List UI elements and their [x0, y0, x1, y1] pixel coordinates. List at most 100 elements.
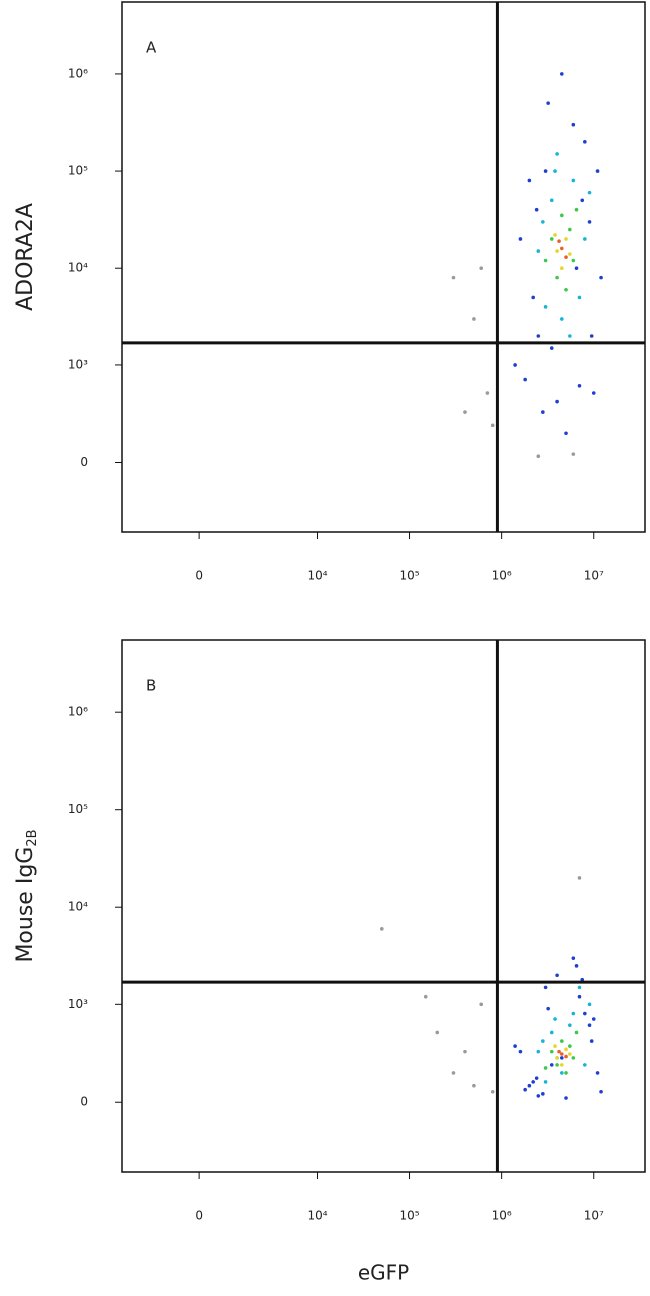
- event-point: [571, 452, 576, 456]
- event-point: [574, 266, 579, 271]
- event-point: [541, 410, 545, 414]
- event-point: [379, 927, 384, 931]
- y-tick-label: 10⁶: [68, 705, 88, 719]
- event-point: [555, 1056, 559, 1060]
- event-point: [568, 252, 572, 256]
- event-point: [555, 275, 559, 280]
- event-point: [536, 249, 541, 253]
- y-tick-label: 10⁶: [68, 66, 88, 80]
- event-point: [555, 152, 559, 156]
- event-point: [564, 431, 568, 436]
- event-point: [472, 317, 476, 321]
- event-point: [583, 1011, 587, 1016]
- y-tick-label: 10⁴: [68, 261, 88, 275]
- event-point: [560, 1039, 564, 1043]
- event-point: [580, 977, 585, 982]
- event-point: [549, 237, 554, 241]
- event-point: [555, 399, 559, 404]
- event-point: [543, 985, 548, 990]
- event-point: [571, 956, 576, 960]
- event-point: [571, 1056, 576, 1060]
- x-tick-label: 10⁶: [492, 569, 512, 583]
- event-point: [574, 207, 579, 212]
- event-point: [560, 246, 564, 251]
- event-point: [591, 391, 596, 395]
- y-axis-title-sub: 2B: [25, 829, 40, 846]
- event-point: [536, 1094, 541, 1098]
- event-point: [536, 334, 541, 338]
- event-point: [555, 1063, 559, 1067]
- event-point: [485, 391, 490, 395]
- event-point: [472, 1083, 476, 1088]
- event-point: [518, 237, 523, 241]
- event-point: [571, 1011, 576, 1016]
- event-point: [423, 994, 428, 999]
- event-point: [513, 1044, 517, 1048]
- event-point: [557, 239, 561, 243]
- y-tick-label: 0: [80, 455, 88, 469]
- event-point: [568, 1044, 572, 1048]
- y-axis-title-main: ADORA2A: [13, 203, 38, 311]
- event-point: [571, 178, 576, 183]
- event-point: [560, 1052, 564, 1056]
- event-point: [560, 1056, 564, 1060]
- event-point: [564, 287, 568, 292]
- event-point: [541, 1092, 545, 1096]
- event-point: [531, 1080, 535, 1084]
- event-point: [560, 266, 564, 271]
- event-point: [568, 334, 572, 338]
- y-tick-label: 10³: [68, 357, 88, 371]
- event-point: [587, 1002, 592, 1007]
- x-tick-label: 10⁴: [307, 569, 327, 583]
- event-point: [574, 964, 579, 968]
- event-point: [577, 876, 582, 880]
- event-point: [527, 178, 532, 183]
- x-tick-label: 10⁷: [584, 569, 604, 583]
- event-point: [536, 1049, 541, 1054]
- event-point: [463, 410, 467, 414]
- plot-frame: [121, 1, 646, 533]
- event-point: [583, 1063, 587, 1067]
- event-point: [580, 198, 585, 203]
- x-tick-label: 10⁶: [492, 1209, 512, 1223]
- x-tick-label: 0: [195, 1209, 203, 1223]
- event-point: [564, 255, 568, 259]
- event-point: [577, 383, 582, 388]
- plot-frame: [121, 639, 646, 1173]
- event-point: [560, 213, 564, 218]
- y-axis-title: ADORA2A: [13, 203, 38, 311]
- event-point: [543, 169, 548, 173]
- event-point: [531, 295, 535, 300]
- event-point: [583, 237, 587, 241]
- event-point: [534, 207, 539, 212]
- event-point: [560, 1071, 564, 1075]
- event-point: [546, 1006, 550, 1011]
- event-point: [435, 1030, 440, 1035]
- y-tick-label: 10⁵: [68, 164, 88, 178]
- event-point: [549, 198, 554, 203]
- event-point: [571, 258, 576, 263]
- event-point: [543, 305, 548, 309]
- event-point: [490, 1089, 495, 1094]
- event-point: [595, 169, 600, 173]
- event-point: [451, 275, 456, 280]
- event-point: [560, 317, 564, 321]
- event-point: [564, 237, 568, 241]
- event-point: [595, 1071, 600, 1075]
- event-point: [549, 1049, 554, 1054]
- y-axis-title-main: Mouse IgG: [13, 847, 38, 963]
- x-axis-title: eGFP: [358, 1261, 409, 1285]
- event-point: [549, 1030, 554, 1035]
- event-point: [564, 1096, 568, 1100]
- event-point: [527, 1083, 532, 1088]
- x-tick-label: 10⁷: [584, 1209, 604, 1223]
- event-point: [577, 985, 582, 990]
- event-point: [574, 1030, 579, 1035]
- event-point: [451, 1071, 456, 1075]
- event-point: [589, 334, 594, 338]
- x-tick-label: 10⁵: [399, 569, 419, 583]
- event-point: [568, 1052, 572, 1056]
- event-point: [513, 363, 517, 367]
- event-point: [523, 1087, 527, 1092]
- event-point: [587, 1023, 592, 1028]
